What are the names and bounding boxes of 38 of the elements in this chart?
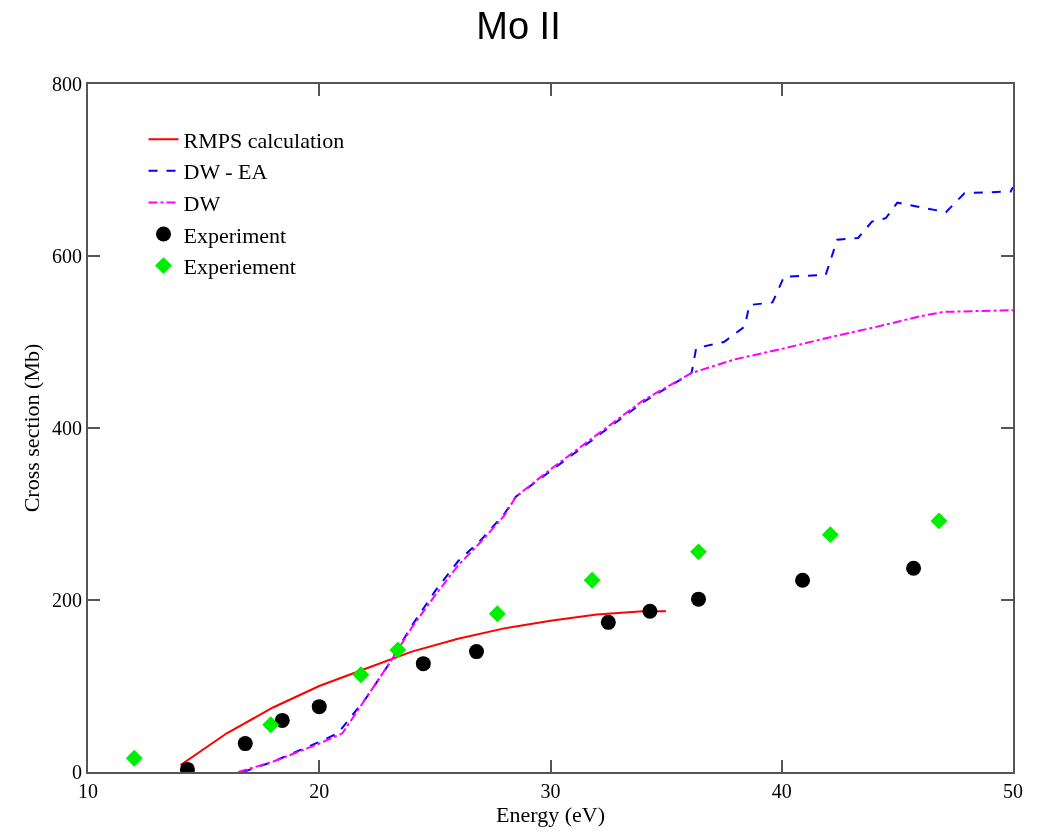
y-tick-label: 600 (52, 245, 82, 267)
point (583, 571, 601, 589)
y-tick-label: 0 (72, 761, 82, 783)
line-series (237, 309, 1013, 772)
point (930, 512, 948, 530)
y-axis-title: Cross section (Mb) (19, 343, 45, 513)
point (795, 572, 811, 588)
x-tick-label: 40 (771, 780, 792, 802)
point (600, 614, 616, 630)
x-tick-label: 20 (309, 780, 330, 802)
legend-label: RMPS calculation (183, 127, 345, 153)
legend-label: Experiement (183, 254, 296, 280)
y-tick-label: 800 (52, 73, 82, 95)
point (469, 644, 484, 660)
point (311, 699, 327, 715)
y-tick-label: 200 (52, 589, 82, 611)
point (125, 749, 143, 767)
x-axis-title: Energy (eV) (496, 802, 605, 828)
point (690, 543, 707, 561)
legend-label: Experiment (183, 222, 287, 248)
chart-title: Mo II (476, 5, 561, 48)
point (262, 716, 280, 734)
point (237, 736, 253, 752)
y-tick-label: 400 (52, 417, 82, 439)
x-tick-label: 10 (78, 780, 98, 802)
point (906, 560, 922, 576)
x-tick-label: 30 (540, 780, 561, 802)
legend-label: DW (183, 190, 221, 216)
point (352, 666, 370, 684)
legend-label: DW - EA (183, 159, 268, 185)
x-tick-label: 50 (1003, 780, 1023, 802)
point (415, 656, 431, 672)
point (488, 605, 506, 623)
point (642, 603, 658, 619)
point (389, 641, 407, 659)
point (691, 591, 706, 607)
point (821, 526, 839, 544)
point (274, 712, 290, 728)
